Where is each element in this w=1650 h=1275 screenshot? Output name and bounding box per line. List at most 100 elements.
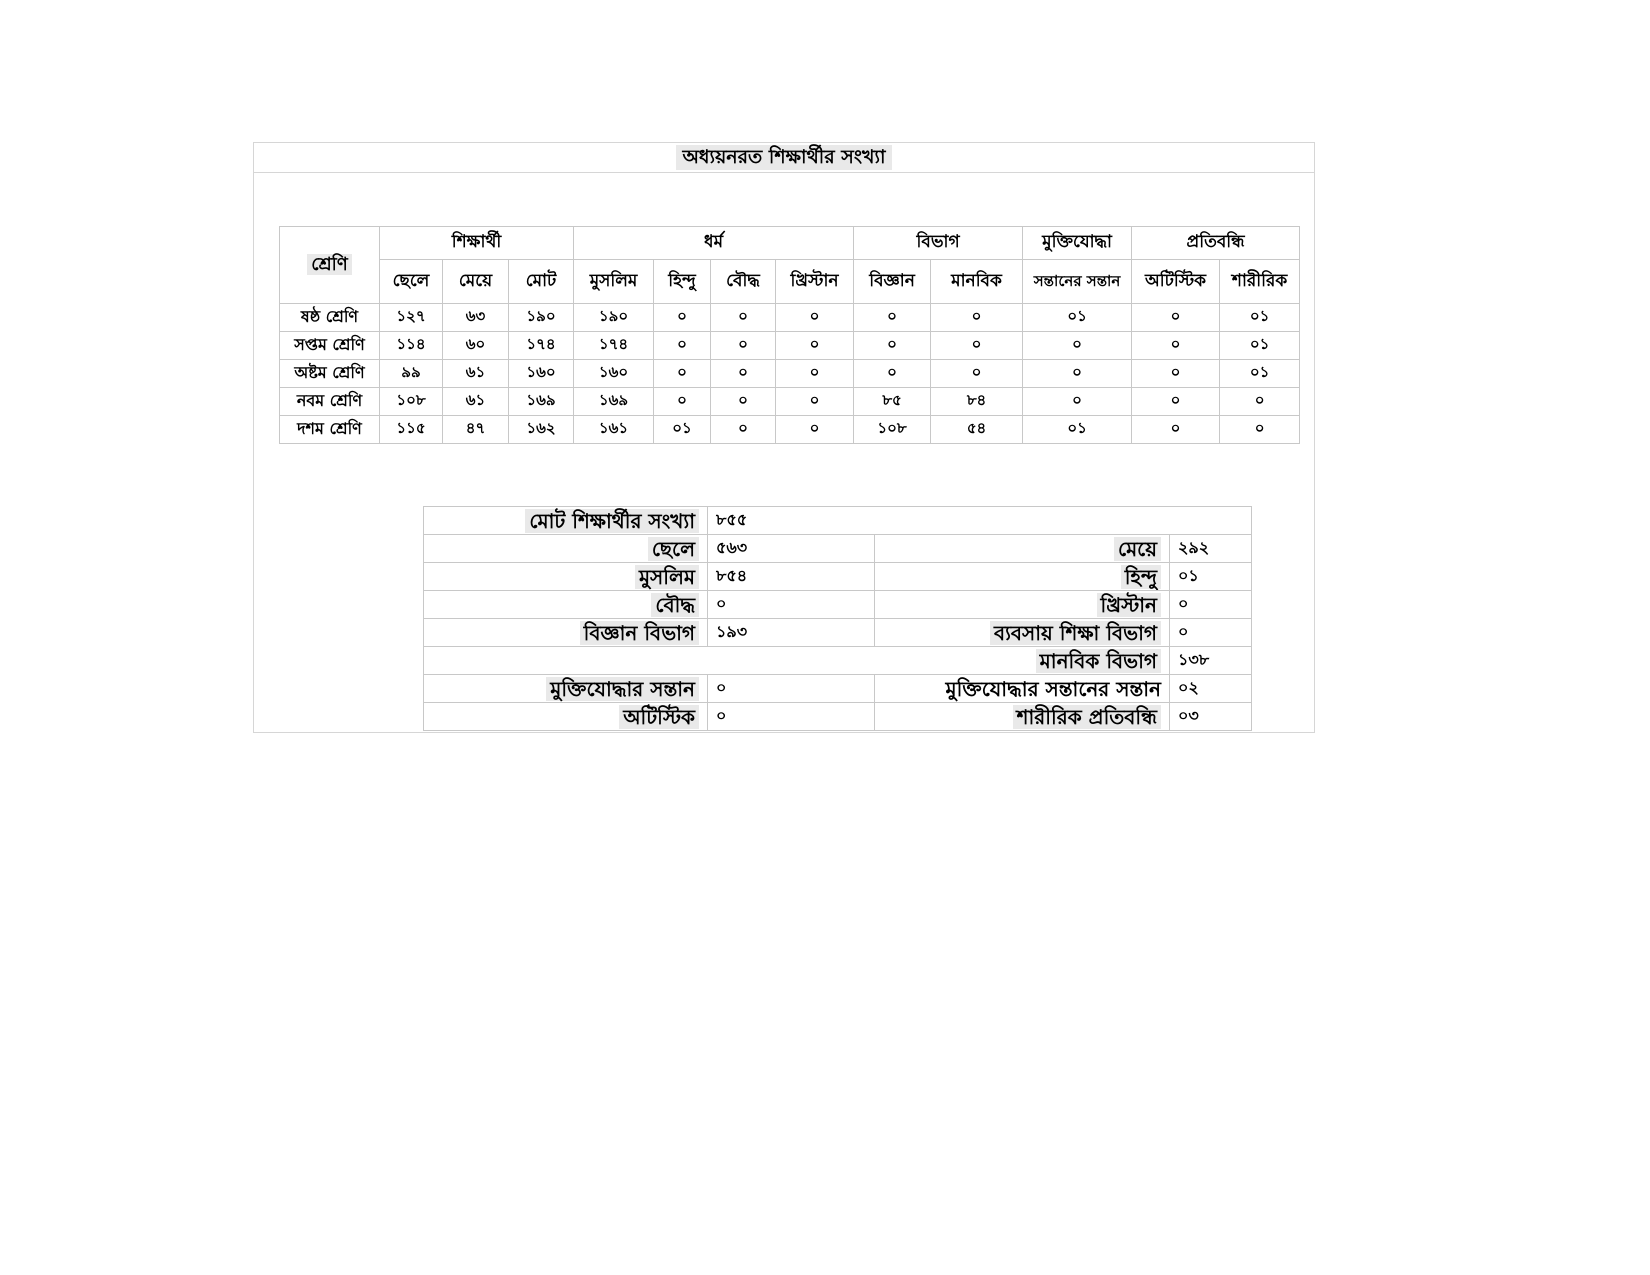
summary-row-7: অটিস্টিক ০ শারীরিক প্রতিবন্ধি ০৩ (423, 702, 1253, 731)
column-header-6: খ্রিস্টান (775, 259, 855, 304)
summary-label-7b-text: শারীরিক প্রতিবন্ধি (1012, 704, 1161, 729)
data-cell-2-4: ০ (653, 359, 712, 388)
summary-label-1b: মেয়ে (874, 534, 1170, 563)
summary-value-2b: ০১ (1168, 562, 1253, 591)
data-cell-2-11: ০১ (1219, 359, 1301, 388)
data-cell-3-0: ১০৮ (379, 387, 443, 416)
data-cell-0-1: ৬৩ (442, 303, 509, 332)
summary-label-6a-text: মুক্তিযোদ্ধার সন্তান (546, 676, 699, 701)
data-cell-4-3: ১৬১ (573, 415, 655, 444)
report-title-bar: অধ্যয়নরত শিক্ষার্থীর সংখ্যা (254, 143, 1314, 173)
summary-row-2: মুসলিম ৮৫৪ হিন্দু ০১ (423, 562, 1253, 591)
summary-label-4b: ব্যবসায় শিক্ষা বিভাগ (874, 618, 1170, 647)
totals-summary-table-body: মোট শিক্ষার্থীর সংখ্যা ৮৫৫ ছেলে ৫৬৩ মেয়ে ২৯২… (423, 506, 1253, 731)
column-header-3: মুসলিম (573, 259, 655, 304)
column-header-5: বৌদ্ধ (710, 259, 777, 304)
group-header-3: মুক্তিযোদ্ধা (1022, 226, 1133, 260)
summary-label-3b: খ্রিস্টান (874, 590, 1170, 619)
report-container: অধ্যয়নরত শিক্ষার্থীর সংখ্যা শ্রেণি শিক্ষ… (253, 142, 1315, 733)
data-cell-1-8: ০ (930, 331, 1024, 360)
totals-summary-table: মোট শিক্ষার্থীর সংখ্যা ৮৫৫ ছেলে ৫৬৩ মেয়ে ২৯২… (423, 506, 1253, 731)
data-cell-3-4: ০ (653, 387, 712, 416)
summary-value-4a: ১৯৩ (707, 618, 875, 647)
class-label: ষষ্ঠ শ্রেণি (279, 303, 380, 332)
data-cell-4-0: ১১৫ (379, 415, 443, 444)
data-cell-2-8: ০ (930, 359, 1024, 388)
column-header-8: মানবিক (930, 259, 1024, 304)
column-header-9: সন্তানের সন্তান (1022, 259, 1133, 304)
data-cell-1-3: ১৭৪ (573, 331, 655, 360)
data-cell-4-10: ০ (1131, 415, 1221, 444)
data-cell-2-6: ০ (775, 359, 855, 388)
summary-value-0a: ৮৫৫ (706, 506, 1253, 535)
data-cell-0-11: ০১ (1219, 303, 1301, 332)
column-header-10: অটিস্টিক (1131, 259, 1221, 304)
summary-label-4a: বিজ্ঞান বিভাগ (423, 618, 708, 647)
class-row-4: দশম শ্রেণি ১১৫ ৪৭ ১৬২ ১৬১ ০১ ০ ০ ১০৮ ৫৪ ০১ ০ ০ (279, 415, 1301, 444)
summary-label-0a-text: মোট শিক্ষার্থীর সংখ্যা (525, 508, 699, 533)
column-header-0: ছেলে (379, 259, 443, 304)
data-cell-1-6: ০ (775, 331, 855, 360)
data-cell-1-5: ০ (710, 331, 777, 360)
summary-label-6a: মুক্তিযোদ্ধার সন্তান (423, 674, 708, 703)
data-cell-2-10: ০ (1131, 359, 1221, 388)
summary-row-5: মানবিক বিভাগ ১৩৮ (423, 646, 1253, 675)
column-header-1: মেয়ে (442, 259, 509, 304)
data-cell-0-6: ০ (775, 303, 855, 332)
data-cell-3-1: ৬১ (442, 387, 509, 416)
class-row-1: সপ্তম শ্রেণি ১১৪ ৬০ ১৭৪ ১৭৪ ০ ০ ০ ০ ০ ০ ০ ০১ (279, 331, 1301, 360)
class-breakdown-table: শ্রেণি শিক্ষার্থী ধর্ম বিভাগ মুক্তিযোদ্ধা প্র… (279, 226, 1301, 444)
group-header-4: প্রতিবন্ধি (1131, 226, 1301, 260)
summary-label-5b-text: মানবিক বিভাগ (1035, 648, 1161, 673)
summary-value-3b: ০ (1168, 590, 1253, 619)
data-cell-1-0: ১১৪ (379, 331, 443, 360)
class-row-2: অষ্টম শ্রেণি ৯৯ ৬১ ১৬০ ১৬০ ০ ০ ০ ০ ০ ০ ০ ০১ (279, 359, 1301, 388)
data-cell-4-6: ০ (775, 415, 855, 444)
data-cell-1-4: ০ (653, 331, 712, 360)
summary-value-2a: ৮৫৪ (707, 562, 875, 591)
summary-label-7a: অটিস্টিক (423, 702, 708, 731)
class-breakdown-table-head: শ্রেণি শিক্ষার্থী ধর্ম বিভাগ মুক্তিযোদ্ধা প্র… (279, 226, 1301, 304)
data-cell-2-3: ১৬০ (573, 359, 655, 388)
summary-value-7a: ০ (707, 702, 875, 731)
group-header-1: ধর্ম (573, 226, 855, 260)
class-label: সপ্তম শ্রেণি (279, 331, 380, 360)
data-cell-4-1: ৪৭ (442, 415, 509, 444)
data-cell-3-9: ০ (1022, 387, 1133, 416)
summary-value-5b: ১৩৮ (1168, 646, 1253, 675)
summary-label-3b-text: খ্রিস্টান (1096, 592, 1161, 617)
summary-value-1a: ৫৬৩ (707, 534, 875, 563)
data-cell-3-3: ১৬৯ (573, 387, 655, 416)
data-cell-4-11: ০ (1219, 415, 1301, 444)
summary-value-7b: ০৩ (1168, 702, 1253, 731)
column-header-4: হিন্দু (653, 259, 712, 304)
class-row-0: ষষ্ঠ শ্রেণি ১২৭ ৬৩ ১৯০ ১৯০ ০ ০ ০ ০ ০ ০১ ০ ০১ (279, 303, 1301, 332)
data-cell-3-2: ১৬৯ (507, 387, 575, 416)
class-label: দশম শ্রেণি (279, 415, 380, 444)
data-cell-4-5: ০ (710, 415, 777, 444)
summary-row-6: মুক্তিযোদ্ধার সন্তান ০ মুক্তিযোদ্ধার সন্তা… (423, 674, 1253, 703)
summary-label-4b-text: ব্যবসায় শিক্ষা বিভাগ (989, 620, 1161, 645)
data-cell-4-7: ১০৮ (853, 415, 932, 444)
summary-label-1a-text: ছেলে (647, 536, 699, 561)
data-cell-2-9: ০ (1022, 359, 1133, 388)
summary-label-2b-text: হিন্দু (1120, 564, 1161, 589)
data-cell-4-8: ৫৪ (930, 415, 1024, 444)
data-cell-4-4: ০১ (653, 415, 712, 444)
data-cell-1-7: ০ (853, 331, 932, 360)
data-cell-0-10: ০ (1131, 303, 1221, 332)
data-cell-0-2: ১৯০ (507, 303, 575, 332)
class-label: অষ্টম শ্রেণি (279, 359, 380, 388)
data-cell-3-8: ৮৪ (930, 387, 1024, 416)
summary-label-6b: মুক্তিযোদ্ধার সন্তানের সন্তান (874, 674, 1170, 703)
data-cell-4-2: ১৬২ (507, 415, 575, 444)
data-cell-2-2: ১৬০ (507, 359, 575, 388)
column-header-11: শারীরিক (1219, 259, 1301, 304)
data-cell-0-8: ০ (930, 303, 1024, 332)
data-cell-1-9: ০ (1022, 331, 1133, 360)
class-label: নবম শ্রেণি (279, 387, 380, 416)
data-cell-3-11: ০ (1219, 387, 1301, 416)
summary-label-1a: ছেলে (423, 534, 708, 563)
column-header-2: মোট (507, 259, 575, 304)
